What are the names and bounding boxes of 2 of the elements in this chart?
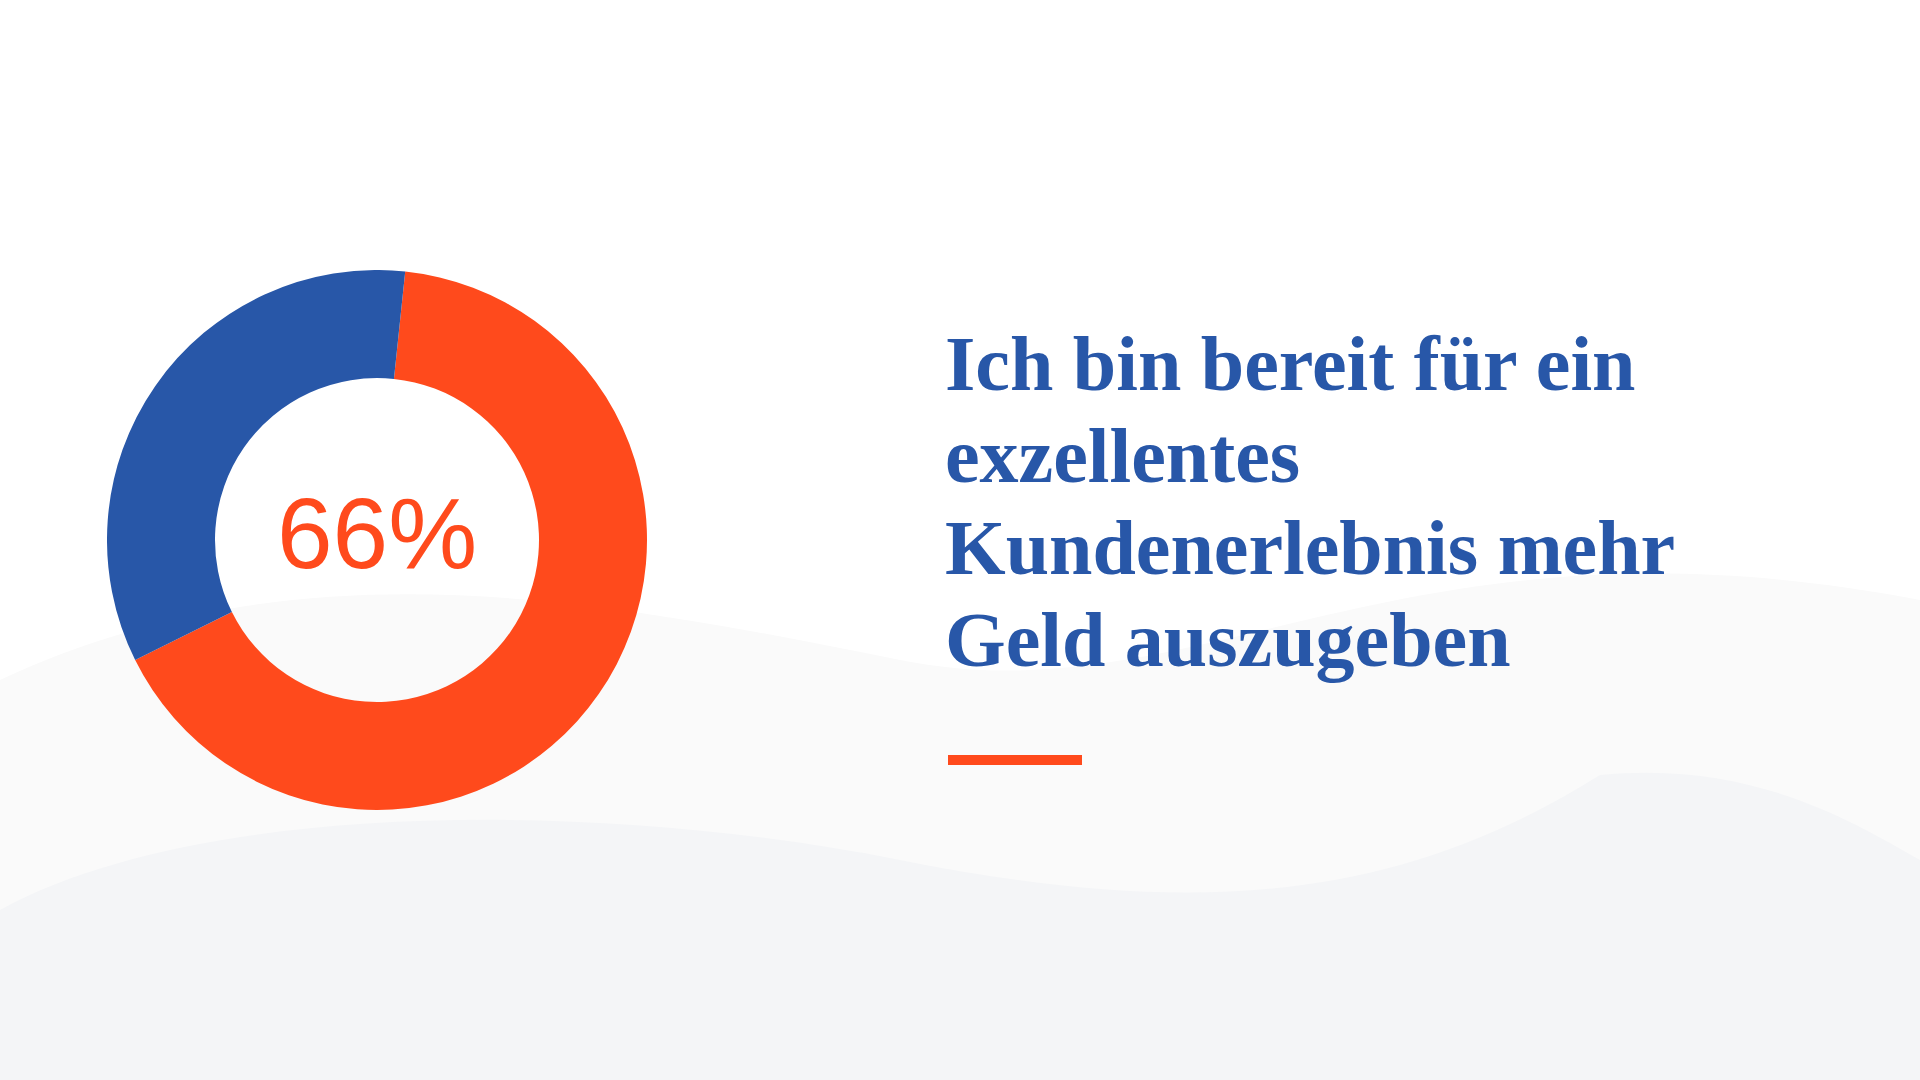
data-label: 66%: [276, 476, 478, 589]
text: Ich bin bereit für ein exzellentes Kundenerlebnis mehr Geld auszugeben: [945, 319, 1675, 685]
